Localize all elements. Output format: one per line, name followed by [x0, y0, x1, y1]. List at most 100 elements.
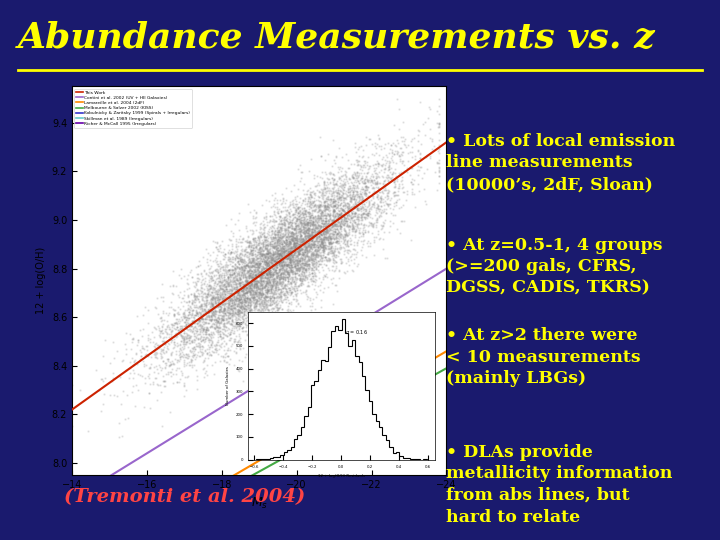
Point — [279, 276, 291, 285]
Point — [218, 306, 230, 314]
Point — [297, 251, 309, 260]
Point — [259, 322, 271, 330]
Point — [263, 253, 274, 261]
Point — [250, 252, 261, 261]
Point — [205, 302, 217, 311]
Point — [299, 260, 310, 269]
Point — [285, 257, 297, 266]
Point — [333, 207, 345, 215]
Point — [196, 314, 207, 322]
Point — [230, 220, 241, 228]
Point — [279, 280, 291, 289]
Point — [257, 254, 269, 263]
Point — [348, 218, 360, 227]
Point — [279, 248, 290, 257]
Point — [264, 242, 276, 251]
Point — [300, 248, 311, 256]
Point — [372, 162, 384, 171]
Point — [312, 226, 324, 235]
Point — [162, 357, 174, 366]
Point — [269, 292, 280, 301]
Point — [261, 269, 272, 278]
Point — [107, 376, 118, 385]
Point — [255, 220, 266, 228]
Point — [293, 224, 305, 233]
Point — [306, 275, 318, 284]
Point — [238, 295, 249, 303]
Point — [270, 284, 282, 292]
Point — [222, 280, 233, 288]
Point — [240, 286, 251, 294]
Point — [295, 268, 307, 277]
Point — [341, 218, 353, 227]
Point — [332, 214, 343, 223]
Point — [233, 299, 244, 307]
Point — [315, 214, 326, 222]
Point — [285, 251, 297, 259]
Point — [198, 306, 210, 315]
Point — [222, 282, 234, 291]
Point — [254, 252, 266, 260]
Point — [268, 285, 279, 294]
Point — [389, 177, 400, 185]
Point — [328, 250, 340, 259]
Point — [225, 330, 236, 339]
Point — [303, 224, 315, 233]
Point — [264, 273, 275, 281]
Point — [186, 295, 198, 304]
Point — [318, 230, 329, 238]
Point — [304, 302, 315, 310]
Point — [295, 234, 307, 243]
Point — [98, 390, 109, 399]
Point — [424, 124, 436, 133]
Point — [260, 276, 271, 285]
Point — [275, 219, 287, 228]
Point — [263, 267, 274, 275]
Point — [212, 338, 224, 347]
Point — [295, 218, 307, 226]
Point — [294, 240, 305, 248]
Point — [302, 218, 313, 227]
Point — [377, 153, 389, 161]
Point — [289, 262, 301, 271]
Point — [232, 256, 243, 265]
Point — [310, 250, 321, 259]
Point — [325, 223, 336, 232]
Point — [279, 233, 291, 242]
Point — [258, 222, 270, 231]
Point — [297, 209, 309, 218]
Point — [233, 305, 245, 314]
Point — [293, 235, 305, 244]
Point — [324, 206, 336, 214]
Point — [218, 355, 230, 364]
Point — [221, 319, 233, 327]
Point — [297, 251, 309, 259]
Point — [219, 291, 230, 300]
Point — [236, 254, 248, 263]
Point — [324, 220, 336, 228]
Point — [322, 202, 333, 211]
Point — [284, 267, 296, 276]
Point — [323, 239, 335, 248]
Point — [186, 310, 197, 319]
Point — [268, 292, 279, 301]
Point — [338, 224, 349, 233]
Point — [269, 249, 280, 258]
Point — [315, 239, 326, 247]
Point — [238, 315, 249, 324]
Point — [233, 312, 245, 321]
Point — [210, 296, 221, 305]
Point — [239, 262, 251, 271]
Point — [288, 247, 300, 256]
Point — [260, 259, 271, 267]
Point — [264, 239, 276, 248]
Point — [216, 288, 228, 296]
Point — [303, 193, 315, 202]
Point — [313, 218, 325, 226]
Point — [323, 234, 334, 243]
Point — [235, 295, 246, 303]
Point — [326, 173, 338, 182]
Point — [303, 234, 315, 242]
Point — [295, 226, 307, 235]
Point — [351, 221, 362, 230]
